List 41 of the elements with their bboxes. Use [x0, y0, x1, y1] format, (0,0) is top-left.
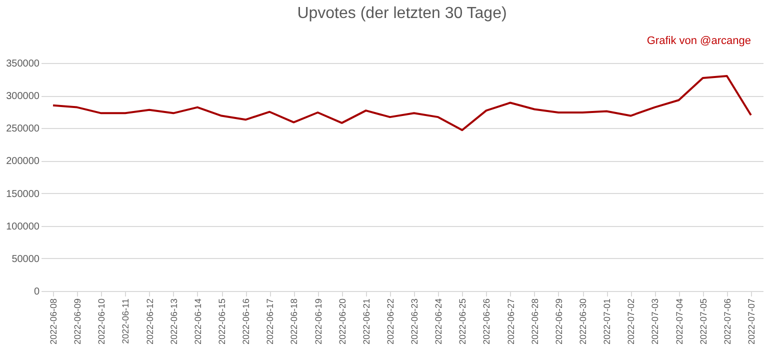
- x-tick-label: 2022-06-27: [506, 298, 516, 345]
- x-tick-label: 2022-07-07: [746, 298, 756, 345]
- x-tick-label: 2022-06-22: [385, 298, 396, 345]
- y-tick-label: 200000: [6, 156, 40, 168]
- x-tick-label: 2022-06-15: [217, 298, 227, 345]
- x-tick-label: 2022-06-30: [578, 298, 588, 345]
- x-tick-label: 2022-06-08: [48, 298, 59, 345]
- x-tick-label: 2022-06-10: [96, 298, 107, 345]
- y-tick-label: 0: [34, 286, 40, 298]
- y-tick-label: 50000: [12, 254, 40, 265]
- y-tick-label: 250000: [6, 124, 40, 135]
- x-tick-label: 2022-06-26: [482, 298, 492, 345]
- x-tick-label: 2022-06-18: [289, 298, 300, 345]
- x-tick-label: 2022-06-12: [144, 298, 155, 345]
- y-tick-label: 300000: [6, 91, 40, 102]
- chart-title: Upvotes (der letzten 30 Tage): [297, 5, 507, 22]
- x-tick-label: 2022-06-29: [554, 298, 564, 345]
- x-tick-label: 2022-07-04: [674, 298, 684, 345]
- x-tick-label: 2022-06-21: [361, 298, 372, 345]
- x-tick-label: 2022-06-25: [458, 298, 468, 345]
- y-tick-label: 350000: [6, 58, 40, 70]
- x-tick-label: 2022-06-20: [337, 298, 348, 345]
- y-tick-label: 150000: [6, 188, 40, 200]
- x-tick-label: 2022-06-17: [265, 298, 276, 345]
- line-series: [52, 75, 752, 132]
- x-tick-label: 2022-06-23: [410, 298, 420, 345]
- text: Grafik von @arcange: [646, 35, 751, 47]
- y-tick-label: 100000: [6, 221, 40, 232]
- x-tick-label: 2022-07-02: [626, 298, 636, 345]
- x-tick-label: 2022-06-11: [120, 298, 131, 344]
- x-tick-label: 2022-07-03: [650, 298, 660, 345]
- x-tick-label: 2022-07-06: [722, 298, 732, 345]
- x-tick-label: 2022-06-16: [241, 298, 252, 345]
- x-tick-label: 2022-07-05: [698, 298, 708, 345]
- x-tick-label: 2022-06-24: [434, 298, 444, 345]
- x-tick-label: 2022-06-13: [168, 298, 179, 345]
- x-tick-label: 2022-06-09: [72, 298, 83, 345]
- x-tick-label: 2022-06-28: [530, 298, 540, 345]
- x-tick-label: 2022-07-01: [602, 298, 612, 345]
- x-tick-label: 2022-06-14: [192, 298, 203, 345]
- x-tick-label: 2022-06-19: [313, 298, 324, 345]
